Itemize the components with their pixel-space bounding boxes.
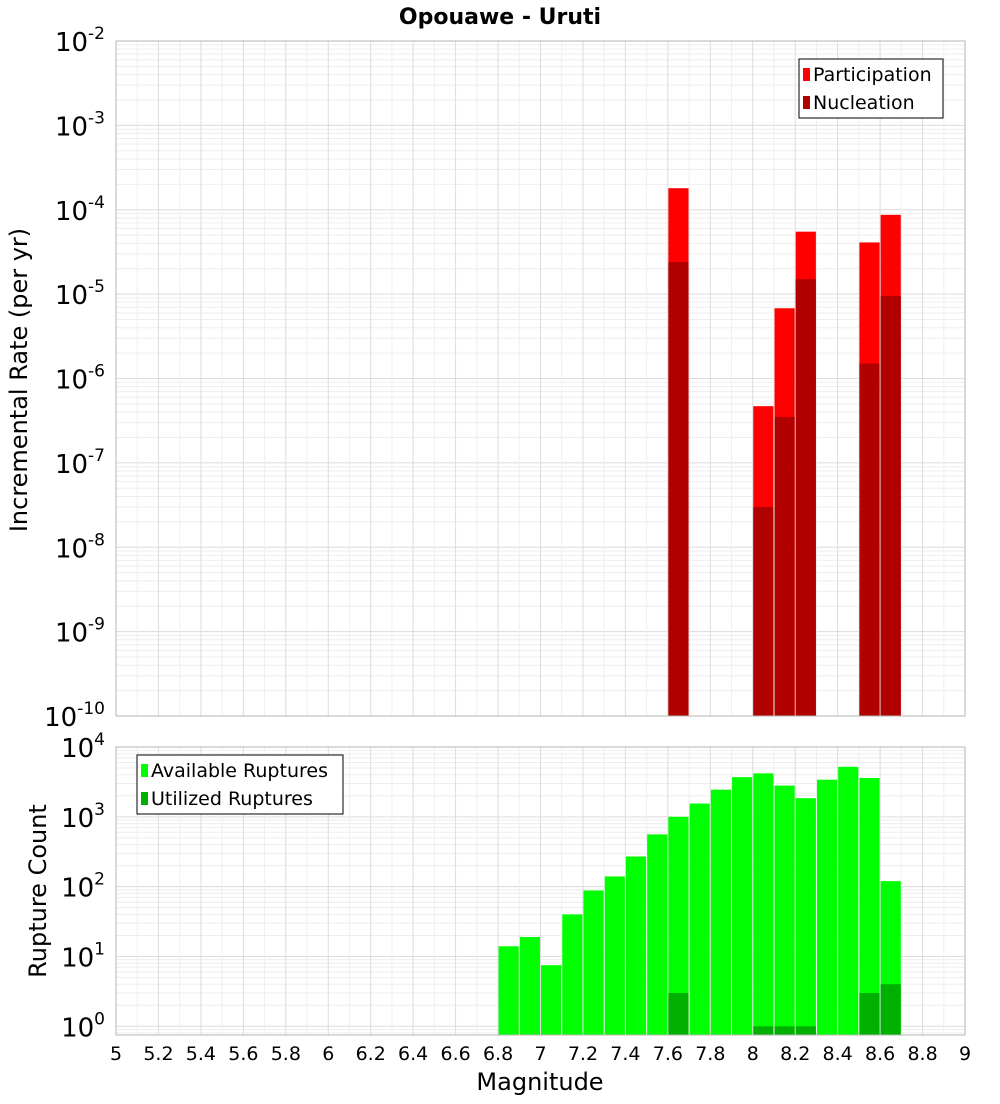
available-ruptures-bar xyxy=(604,876,625,1035)
y-tick-label: 102 xyxy=(61,870,105,904)
y-tick-label: 10-3 xyxy=(55,108,105,142)
x-tick-label: 5.2 xyxy=(143,1043,173,1065)
available-ruptures-bar xyxy=(753,773,774,1035)
bottom-legend-swatch xyxy=(141,764,148,777)
x-tick-label: 5.4 xyxy=(186,1043,216,1065)
x-tick-label: 7.2 xyxy=(568,1043,598,1065)
available-ruptures-bar xyxy=(668,816,689,1035)
y-tick-label: 10-4 xyxy=(55,193,105,227)
available-ruptures-bar xyxy=(774,785,795,1035)
x-tick-label: 7 xyxy=(534,1043,546,1065)
x-tick-label: 9 xyxy=(959,1043,971,1065)
available-ruptures-bar xyxy=(647,834,668,1035)
x-tick-label: 8.2 xyxy=(780,1043,810,1065)
utilized-ruptures-bar xyxy=(774,1026,795,1035)
x-tick-label: 6.6 xyxy=(440,1043,470,1065)
available-ruptures-bar xyxy=(859,777,880,1035)
x-tick-label: 7.6 xyxy=(653,1043,683,1065)
bottom-plot-area: 100 101 102 103 104 Available Ruptures Utilize… xyxy=(61,730,971,1065)
x-tick-label: 6.4 xyxy=(398,1043,428,1065)
y-tick-label: 103 xyxy=(61,800,105,834)
available-ruptures-bar xyxy=(562,914,583,1035)
y-tick-label: 101 xyxy=(61,939,105,973)
x-tick-label: 7.8 xyxy=(695,1043,725,1065)
x-tick-label: 8.8 xyxy=(907,1043,937,1065)
x-tick-label: 5.8 xyxy=(271,1043,301,1065)
y-tick-label: 10-9 xyxy=(55,615,105,649)
bottom-y-axis-label: Rupture Count xyxy=(24,804,52,978)
available-ruptures-bar xyxy=(795,798,816,1035)
x-tick-label: 8.4 xyxy=(823,1043,853,1065)
x-tick-label: 6.8 xyxy=(483,1043,513,1065)
available-ruptures-bar xyxy=(732,777,753,1035)
y-tick-label: 10-8 xyxy=(55,530,105,564)
utilized-ruptures-bar xyxy=(795,1026,816,1035)
bottom-legend-swatch xyxy=(141,792,148,805)
top-y-axis-label: Incremental Rate (per yr) xyxy=(5,228,33,532)
y-tick-label: 100 xyxy=(61,1009,105,1043)
available-ruptures-bar xyxy=(838,766,859,1035)
y-tick-label: 10-5 xyxy=(55,277,105,311)
bottom-legend-box xyxy=(136,754,344,815)
y-tick-label: 10-7 xyxy=(55,446,105,480)
nucleation-bar xyxy=(795,279,816,716)
chart-title: Opouawe - Uruti xyxy=(399,5,601,30)
bottom-plot-frame xyxy=(115,746,966,1036)
nucleation-bar xyxy=(753,506,774,716)
available-ruptures-bar xyxy=(625,856,647,1035)
nucleation-bar xyxy=(880,296,901,716)
available-ruptures-bar xyxy=(710,789,731,1035)
available-ruptures-bar xyxy=(816,779,838,1035)
available-ruptures-bar xyxy=(519,936,540,1035)
top-plot-frame xyxy=(115,40,966,717)
available-ruptures-bar xyxy=(689,803,710,1035)
y-tick-label: 10-2 xyxy=(55,24,105,58)
top-legend-box xyxy=(798,58,944,119)
nucleation-bar xyxy=(774,416,795,716)
utilized-ruptures-bar xyxy=(880,984,901,1035)
x-tick-label: 8.6 xyxy=(865,1043,895,1065)
y-tick-label: 104 xyxy=(61,730,105,764)
top-legend-label: Nucleation xyxy=(813,92,915,114)
x-tick-label: 6.2 xyxy=(356,1043,386,1065)
x-tick-label: 5 xyxy=(110,1043,122,1065)
bottom-legend-label: Available Ruptures xyxy=(151,760,328,782)
utilized-ruptures-bar xyxy=(668,992,689,1035)
x-tick-label: 6 xyxy=(322,1043,334,1065)
x-tick-label: 5.6 xyxy=(228,1043,258,1065)
top-plot-area: 10-10 10-9 10-8 10-7 10-6 10-5 10-4 10-3 10-2 Par… xyxy=(44,24,966,733)
x-tick-label: 7.4 xyxy=(610,1043,640,1065)
y-tick-label: 10-10 xyxy=(44,699,105,733)
utilized-ruptures-bar xyxy=(753,1026,774,1035)
available-ruptures-bar xyxy=(583,890,604,1035)
top-legend-swatch xyxy=(803,96,810,109)
top-legend-swatch xyxy=(803,68,810,81)
nucleation-bar xyxy=(668,262,689,716)
y-tick-label: 10-6 xyxy=(55,362,105,396)
available-ruptures-bar xyxy=(541,965,562,1035)
nucleation-bar xyxy=(859,363,880,716)
x-tick-label: 8 xyxy=(747,1043,759,1065)
available-ruptures-bar xyxy=(498,946,519,1035)
x-axis-label: Magnitude xyxy=(476,1068,603,1096)
top-legend-label: Participation xyxy=(813,64,932,86)
bottom-legend-label: Utilized Ruptures xyxy=(151,788,313,810)
utilized-ruptures-bar xyxy=(859,992,880,1035)
